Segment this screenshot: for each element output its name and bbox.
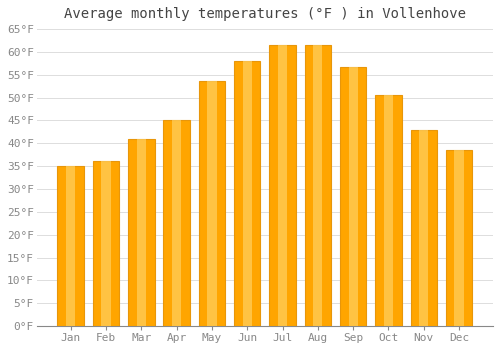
Bar [136,139,146,326]
Bar [340,67,366,326]
Bar [419,130,428,326]
Bar [102,161,110,326]
Bar [270,45,296,326]
Bar [313,45,322,326]
Bar [410,130,437,326]
Bar [242,61,252,326]
Bar [172,120,182,326]
Bar [446,150,472,326]
Bar [198,81,225,326]
Bar [454,150,464,326]
Bar [208,81,216,326]
Bar [304,45,331,326]
Bar [93,161,120,326]
Bar [278,45,287,326]
Bar [234,61,260,326]
Title: Average monthly temperatures (°F ) in Vollenhove: Average monthly temperatures (°F ) in Vo… [64,7,466,21]
Bar [58,166,84,326]
Bar [348,67,358,326]
Bar [384,95,393,326]
Bar [128,139,154,326]
Bar [66,166,76,326]
Bar [375,95,402,326]
Bar [164,120,190,326]
